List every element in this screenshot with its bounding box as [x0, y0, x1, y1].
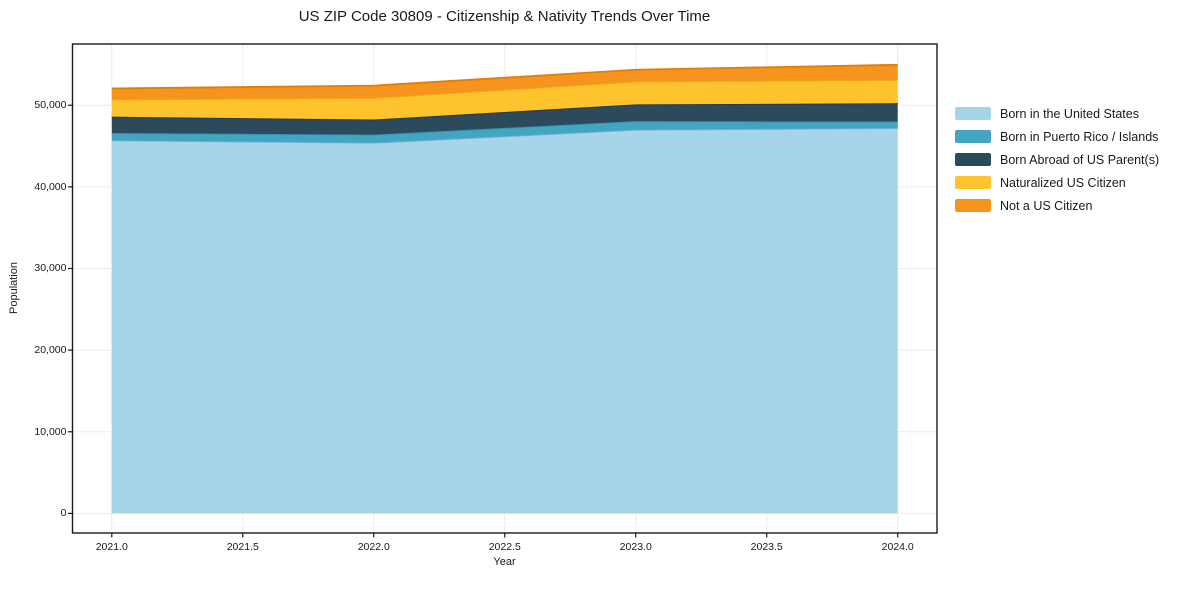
x-tick-label: 2022.0	[357, 541, 390, 553]
area-born-in-puerto-rico-islands	[111, 121, 898, 143]
area-not-a-us-citizen	[111, 64, 898, 100]
y-tick-label: 0	[60, 507, 67, 520]
legend: Born in the United States Born in Puerto …	[955, 102, 1159, 217]
chart-title: US ZIP Code 30809 - Citizenship & Nativi…	[298, 8, 711, 25]
area-born-in-the-united-states	[111, 128, 898, 514]
y-tick-label: 30,000	[34, 262, 67, 275]
legend-label: Born in Puerto Rico / Islands	[1000, 129, 1159, 144]
legend-swatch	[955, 199, 991, 212]
legend-swatch	[955, 107, 991, 120]
legend-item: Naturalized US Citizen	[955, 171, 1159, 194]
x-tick-label: 2021.0	[95, 541, 128, 553]
y-tick-label: 20,000	[34, 344, 67, 357]
area-born-abroad-of-us-parent-s-	[111, 103, 898, 135]
legend-label: Not a US Citizen	[1000, 198, 1093, 213]
legend-item: Born in Puerto Rico / Islands	[955, 125, 1159, 148]
x-tick-label: 2021.5	[226, 541, 259, 553]
legend-item: Born Abroad of US Parent(s)	[955, 148, 1159, 171]
legend-label: Born Abroad of US Parent(s)	[1000, 152, 1160, 167]
y-tick-label: 50,000	[34, 99, 67, 112]
x-axis-title: Year	[493, 556, 516, 568]
y-axis-title: Population	[8, 262, 20, 314]
x-tick-label: 2024.0	[881, 541, 914, 553]
legend-item: Not a US Citizen	[955, 194, 1159, 217]
legend-swatch	[955, 130, 991, 143]
area-naturalized-us-citizen	[111, 79, 898, 120]
legend-label: Born in the United States	[1000, 106, 1139, 121]
legend-swatch	[955, 176, 991, 189]
x-tick-label: 2022.5	[488, 541, 521, 553]
legend-swatch	[955, 153, 991, 166]
x-tick-label: 2023.0	[619, 541, 652, 553]
legend-label: Naturalized US Citizen	[1000, 175, 1126, 190]
y-tick-label: 10,000	[34, 425, 67, 438]
area-edge-not-a-us-citizen	[111, 63, 898, 90]
y-tick-label: 40,000	[34, 180, 67, 193]
x-tick-label: 2023.5	[750, 541, 783, 553]
legend-item: Born in the United States	[955, 102, 1159, 125]
